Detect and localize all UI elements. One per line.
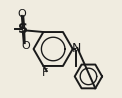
Text: S: S	[18, 22, 28, 36]
Text: F: F	[42, 69, 49, 78]
Text: O: O	[21, 41, 30, 51]
Text: N: N	[71, 43, 81, 55]
Text: O: O	[18, 9, 26, 19]
